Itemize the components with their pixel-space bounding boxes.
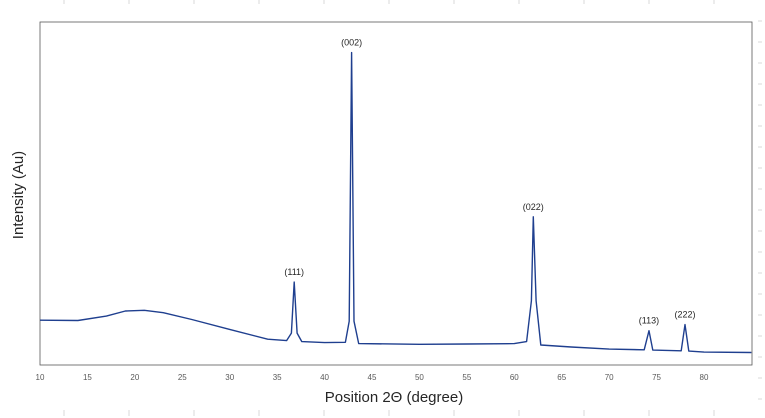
x-tick-label: 40 [320,373,329,382]
x-tick-label: 35 [273,373,282,382]
x-tick-label: 65 [557,373,566,382]
outer-frame-ticks [63,0,762,416]
x-tick-label: 50 [415,373,424,382]
x-tick-label: 70 [605,373,614,382]
x-tick-label: 60 [510,373,519,382]
x-axis-tick-labels: 10 15 20 25 30 35 40 45 50 55 60 65 70 75 80 [36,373,709,382]
peak-label: (113) [639,316,659,326]
y-axis-title: Intensity (Au) [10,151,27,239]
x-tick-label: 10 [36,373,45,382]
peak-labels: (111) (002) (022) (113) (222) [284,38,695,326]
peak-label: (002) [341,38,362,48]
x-tick-label: 15 [83,373,92,382]
x-tick-label: 75 [652,373,661,382]
x-tick-label: 80 [700,373,709,382]
x-tick-label: 25 [178,373,187,382]
x-tick-label: 20 [130,373,139,382]
x-tick-label: 55 [462,373,471,382]
x-tick-label: 45 [368,373,377,382]
x-tick-label: 30 [225,373,234,382]
peak-label: (222) [675,310,696,320]
series-line [39,51,752,354]
x-axis-title: Position 2Θ (degree) [325,389,463,406]
plot-area-frame [39,21,753,366]
peak-label: (022) [523,202,544,212]
peak-label: (111) [284,267,304,277]
